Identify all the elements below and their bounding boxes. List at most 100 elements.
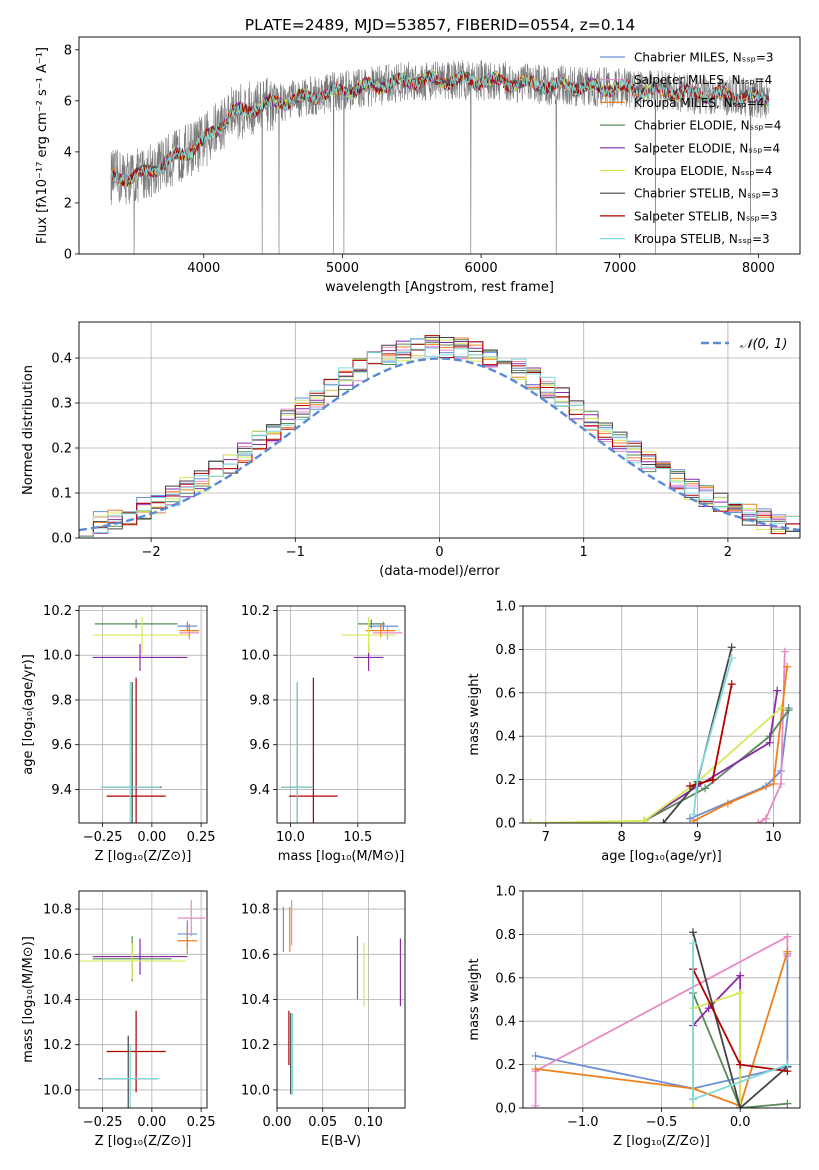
spectrum-axes: 4000 5000 6000 7000 8000 0 2 4 6 8 wavelength [Ang… xyxy=(35,36,801,295)
y-tick-label: 1.0 xyxy=(495,600,516,615)
weight-point xyxy=(701,784,710,793)
y-tick-label: 9.6 xyxy=(249,738,270,753)
y-tick-label: 0.0 xyxy=(51,532,72,547)
y-tick-label: 4 xyxy=(64,145,72,160)
y-axis-label: Normed distribution xyxy=(21,365,36,495)
legend-label: 𝒩(0, 1) xyxy=(740,337,787,352)
model-spectrum xyxy=(110,71,770,187)
age_vs_Z-plot xyxy=(92,617,200,823)
age_vs_Z-frame xyxy=(78,605,208,824)
weight-point xyxy=(783,947,792,956)
x-tick-label: 9 xyxy=(693,830,701,845)
weight-point xyxy=(689,810,698,819)
residual-histogram xyxy=(79,335,800,537)
weight-point xyxy=(727,643,736,652)
y-axis-label: Flux [fλ10⁻¹⁷ erg cm⁻² s⁻¹ A⁻¹] xyxy=(35,47,50,244)
weight-point xyxy=(708,775,717,784)
weight_vs_age-plot xyxy=(526,643,793,823)
y-tick-label: 0 xyxy=(64,248,72,263)
y-axis-label: age [log₁₀(age/yr)] xyxy=(21,654,36,775)
weight-point xyxy=(777,779,786,788)
weight_vs_Z-frame xyxy=(522,890,801,1109)
y-axis-label: mass weight xyxy=(467,673,482,755)
y-tick-label: 0.4 xyxy=(495,1015,516,1030)
x-tick-label: −0.25 xyxy=(83,1115,123,1130)
normal-curve xyxy=(79,357,800,532)
x-axis-label: wavelength [Angstrom, rest frame] xyxy=(325,280,554,295)
weight-point xyxy=(736,1104,745,1108)
weight-line xyxy=(757,651,786,823)
weight-point xyxy=(783,1060,792,1069)
weight-point xyxy=(693,775,702,784)
mass_vs_Z-plot xyxy=(79,900,206,1108)
age_vs_Z-grid xyxy=(79,606,207,823)
x-tick-label: 4000 xyxy=(187,261,220,276)
x-tick-label: −0.25 xyxy=(83,830,123,845)
y-tick-label: 1.0 xyxy=(495,885,516,900)
age_vs_Z-axes: −0.25 0.00 0.25 9.4 9.6 9.8 10.0 10.2 Z [log₁₀(Z… xyxy=(21,604,216,864)
legend-label: Kroupa MILES, Nₛₛₚ=4 xyxy=(634,96,764,110)
mass_vs_ebv-frame xyxy=(276,890,406,1109)
weight_vs_age-grid xyxy=(523,605,800,824)
age_vs_mass-grid xyxy=(277,606,405,823)
weight-point xyxy=(773,686,782,695)
x-axis-label: (data-model)/error xyxy=(379,564,500,579)
weight-point xyxy=(784,706,793,715)
residuals-frame xyxy=(78,321,801,539)
weight-line xyxy=(535,951,789,1107)
x-tick-label: −2 xyxy=(142,545,161,560)
spectrum-plot xyxy=(110,60,770,254)
weight-point xyxy=(531,1101,540,1108)
weight-point xyxy=(723,799,732,808)
x-tick-label: 0.25 xyxy=(187,830,216,845)
weight-point xyxy=(688,928,697,937)
y-tick-label: 10.0 xyxy=(43,649,72,664)
y-tick-label: 0.8 xyxy=(495,643,516,658)
y-tick-label: 0.3 xyxy=(51,397,72,412)
y-tick-label: 0.0 xyxy=(495,817,516,832)
y-tick-label: 0.1 xyxy=(51,487,72,502)
weight-point xyxy=(754,819,763,823)
y-tick-label: 10.8 xyxy=(43,903,72,918)
x-tick-label: −1.0 xyxy=(567,1115,599,1130)
x-tick-label: 2 xyxy=(724,545,732,560)
weight-point xyxy=(685,782,694,791)
y-tick-label: 0.8 xyxy=(495,928,516,943)
legend-label: Chabrier MILES, Nₛₛₚ=3 xyxy=(634,51,774,65)
x-tick-label: 1 xyxy=(580,545,588,560)
x-tick-label: 7000 xyxy=(603,261,636,276)
legend-label: Chabrier ELODIE, Nₛₛₚ=4 xyxy=(634,119,781,133)
weight_vs_age-axes: 7 8 9 10 0.0 0.2 0.4 0.6 0.8 1.0 age [log₁₀(age/yr… xyxy=(467,600,801,864)
weight_vs_Z-axes: −1.0 −0.5 0.0 0.0 0.2 0.4 0.6 0.8 1.0 Z [log₁₀(Z/… xyxy=(467,885,801,1149)
y-tick-label: 0.2 xyxy=(51,442,72,457)
x-tick-label: 10.0 xyxy=(276,830,305,845)
y-tick-label: 8 xyxy=(64,43,72,58)
x-axis-label: E(B-V) xyxy=(321,1134,361,1149)
weight-point xyxy=(736,988,745,997)
x-tick-label: 6000 xyxy=(465,261,498,276)
weight-line xyxy=(693,666,788,822)
y-tick-label: 0.6 xyxy=(495,971,516,986)
weight-point xyxy=(780,647,789,656)
x-tick-label: 0 xyxy=(435,545,443,560)
x-axis-label: Z [log₁₀(Z/Z⊙)] xyxy=(613,1134,710,1149)
y-tick-label: 9.4 xyxy=(249,783,270,798)
weight-point xyxy=(688,939,697,948)
y-tick-label: 10.4 xyxy=(43,993,72,1008)
weight-point xyxy=(531,1064,540,1073)
weight-point xyxy=(736,1060,745,1069)
x-tick-label: 10 xyxy=(765,830,782,845)
y-tick-label: 0.4 xyxy=(51,352,72,367)
weight-point xyxy=(531,1051,540,1060)
weight-point xyxy=(769,779,778,788)
legend-label: Salpeter STELIB, Nₛₛₚ=3 xyxy=(634,209,778,223)
weight-point xyxy=(783,662,792,671)
x-tick-label: 0.00 xyxy=(137,1115,166,1130)
y-tick-label: 6 xyxy=(64,94,72,109)
weight-point xyxy=(688,1104,697,1108)
x-tick-label: 0.00 xyxy=(263,1115,292,1130)
mass_vs_ebv-plot xyxy=(282,900,402,1095)
weight-line xyxy=(643,690,779,822)
weight-line xyxy=(692,931,788,1108)
y-tick-label: 10.2 xyxy=(43,1038,72,1053)
